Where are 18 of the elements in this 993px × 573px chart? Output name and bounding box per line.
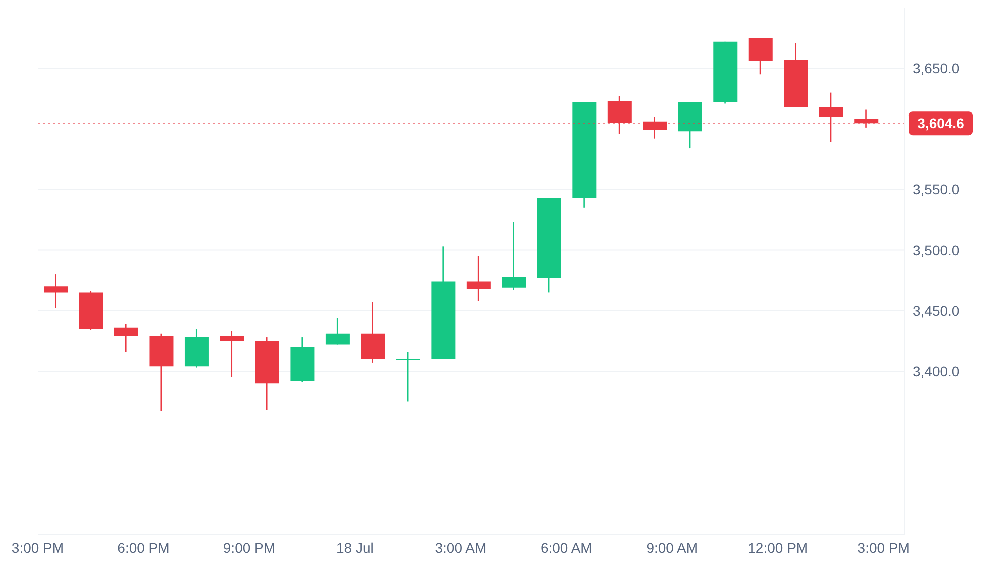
y-tick-label: 3,550.0 bbox=[913, 182, 960, 198]
candlestick bbox=[502, 222, 526, 290]
y-tick-label: 3,450.0 bbox=[913, 302, 960, 319]
y-tick-label: 3,650.0 bbox=[913, 60, 960, 77]
y-tick-label: 3,400.0 bbox=[913, 363, 960, 380]
candlestick bbox=[44, 274, 68, 308]
x-tick-label: 12:00 PM bbox=[748, 540, 808, 556]
x-tick-label: 3:00 PM bbox=[858, 540, 910, 556]
x-tick-label: 6:00 PM bbox=[118, 540, 170, 556]
ref-line-label: 3,604.6 bbox=[918, 116, 965, 132]
x-tick-label: 3:00 PM bbox=[12, 540, 64, 556]
x-tick-label: 9:00 PM bbox=[223, 540, 276, 556]
y-tick-label: 3,500.0 bbox=[913, 242, 960, 258]
x-tick-label: 6:00 AM bbox=[540, 540, 592, 556]
x-tick-label: 18 Jul bbox=[336, 540, 374, 556]
candlestick bbox=[220, 331, 244, 378]
x-tick-label: 9:00 AM bbox=[646, 540, 698, 556]
x-tick-label: 3:00 AM bbox=[435, 540, 487, 556]
